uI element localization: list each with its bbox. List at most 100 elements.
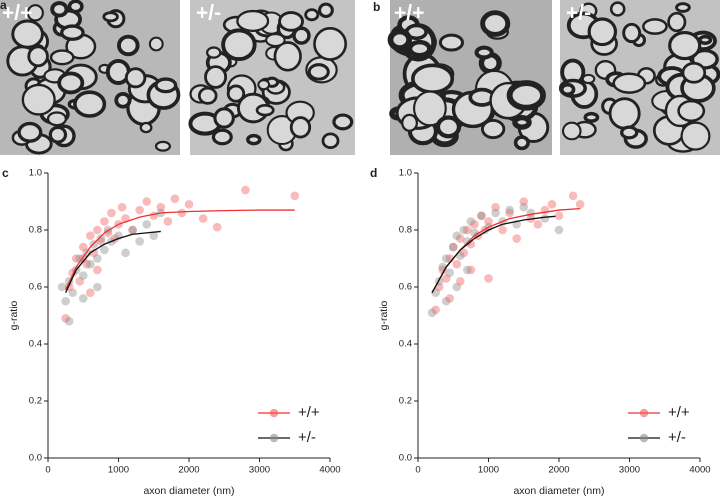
data-point (142, 197, 151, 206)
image-label: +/+ (2, 2, 32, 25)
data-point (498, 225, 507, 235)
axon-profile (124, 67, 147, 89)
data-point (547, 200, 557, 209)
axon-profile (583, 111, 600, 123)
axon-profile (608, 97, 641, 130)
data-point (93, 254, 102, 263)
axon-profile (197, 86, 218, 105)
data-point (568, 191, 578, 201)
axon-profile (680, 121, 711, 151)
y-tick-label: 0.4 (399, 339, 412, 350)
data-point (470, 220, 479, 229)
data-point (89, 248, 99, 258)
data-point (93, 265, 102, 275)
data-point (107, 208, 116, 218)
axon-profile (480, 10, 511, 37)
fit-curve (65, 230, 161, 293)
legend-label: +/- (668, 429, 686, 446)
axon-profile (206, 46, 222, 59)
image-label: +/- (196, 2, 221, 25)
data-point (445, 294, 455, 303)
axon-profile (620, 125, 639, 140)
x-tick-label: 0 (415, 465, 420, 476)
data-point (86, 259, 95, 269)
legend-marker (269, 408, 279, 418)
axon-profile (211, 128, 233, 146)
x-tick-label: 1000 (478, 465, 499, 476)
axon-profile (221, 28, 257, 62)
axon-profile (114, 92, 132, 109)
axon-profile (321, 132, 340, 150)
data-point (86, 231, 95, 240)
data-point (431, 305, 440, 315)
axon-profile (213, 107, 235, 129)
data-point (477, 211, 486, 221)
data-point (71, 254, 81, 263)
x-tick-label: 3000 (249, 465, 270, 476)
data-point (505, 205, 514, 215)
axon-profile (289, 116, 312, 139)
data-point (505, 208, 514, 218)
data-point (57, 282, 67, 292)
data-point (61, 314, 70, 323)
data-point (117, 202, 127, 212)
y-tick-label: 0.2 (399, 396, 412, 407)
data-point (212, 222, 222, 232)
x-tick-label: 0 (45, 465, 50, 476)
axon-profile (304, 8, 320, 22)
axon-profile (387, 28, 413, 52)
axon-profile (561, 121, 582, 141)
data-point (78, 294, 88, 303)
axon-profile (438, 33, 464, 52)
data-point (459, 248, 469, 258)
data-point (96, 234, 106, 243)
data-point (466, 217, 476, 226)
y-tick-label: 0.0 (29, 453, 42, 464)
axon-profile (307, 63, 330, 81)
axon-profile (410, 63, 455, 95)
axon-profile (681, 61, 707, 84)
axon-profile (73, 90, 107, 118)
x-tick-label: 2000 (548, 465, 569, 476)
axon-profile (401, 113, 419, 132)
data-point (519, 197, 529, 206)
data-point (463, 265, 472, 275)
x-tick-label: 2000 (178, 465, 199, 476)
x-tick-label: 4000 (689, 465, 710, 476)
data-point (452, 231, 462, 240)
data-point (135, 237, 144, 246)
data-point (82, 259, 92, 269)
axon-profile (407, 39, 432, 58)
axon-profile (17, 121, 43, 143)
axon-profile (11, 19, 44, 49)
y-tick-label: 0.2 (29, 396, 42, 407)
x-tick-label: 3000 (619, 465, 640, 476)
axon-profile (559, 82, 576, 97)
data-point (441, 274, 451, 283)
axon-profile (317, 2, 334, 19)
axon-profile (587, 17, 618, 47)
data-point (75, 277, 85, 286)
data-point (177, 208, 187, 218)
axon-profile (204, 65, 228, 89)
data-point (463, 237, 472, 246)
axon-profile (481, 119, 506, 140)
axon-profile (154, 77, 178, 94)
data-point (149, 231, 159, 240)
y-tick-label: 0.8 (29, 225, 42, 236)
data-point (93, 225, 102, 235)
data-point (135, 205, 144, 215)
data-point (75, 254, 85, 263)
axon-profile (154, 140, 172, 152)
data-point (103, 228, 113, 238)
data-point (554, 211, 564, 221)
axon-profile (612, 72, 647, 94)
data-point (78, 271, 88, 280)
axon-profile (413, 90, 447, 127)
y-axis-label: g-ratio (378, 300, 390, 330)
y-tick-label: 0.6 (399, 282, 412, 293)
data-point (491, 202, 500, 212)
axon-profile (49, 49, 75, 66)
axon-profile (265, 33, 286, 48)
data-point (184, 200, 194, 209)
